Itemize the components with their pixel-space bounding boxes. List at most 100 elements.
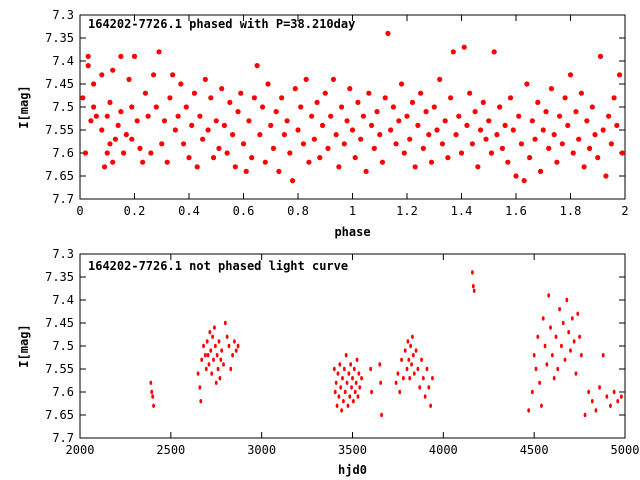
x-tick-label: 0.8 [287, 204, 309, 218]
data-point [550, 353, 554, 358]
y-tick-label: 7.3 [52, 8, 74, 22]
data-point [198, 385, 202, 390]
data-point [578, 334, 581, 339]
data-point [578, 90, 585, 96]
data-point [556, 366, 560, 372]
data-point [358, 385, 362, 390]
data-point [488, 150, 495, 156]
data-point [88, 118, 94, 124]
data-point [333, 132, 339, 138]
data-point [369, 366, 373, 372]
data-point [259, 104, 266, 110]
data-point [309, 113, 315, 119]
data-point [431, 104, 437, 110]
data-point [554, 159, 560, 165]
data-point [234, 348, 238, 353]
data-point [202, 76, 208, 82]
data-point [231, 353, 235, 358]
data-point [471, 270, 474, 275]
data-point [536, 334, 540, 339]
data-point [606, 113, 612, 119]
data-point [251, 95, 257, 101]
data-point [342, 366, 346, 372]
x-tick-label: 0.4 [178, 204, 200, 218]
data-point [453, 132, 459, 138]
data-point [354, 380, 358, 385]
data-point [217, 339, 221, 344]
data-point [209, 348, 213, 353]
data-point [390, 104, 396, 110]
data-point [225, 334, 229, 339]
data-point [339, 385, 343, 390]
data-point [249, 155, 255, 161]
data-point [401, 376, 405, 381]
data-point [543, 109, 549, 115]
data-point [421, 376, 425, 381]
data-point [131, 53, 138, 60]
data-point [614, 122, 620, 128]
data-point [238, 90, 244, 96]
y-tick-label: 7.35 [45, 270, 74, 284]
y-tick-label: 7.6 [52, 146, 74, 160]
data-point [401, 150, 407, 156]
data-point [461, 44, 467, 50]
x-tick-label: 1.4 [451, 204, 473, 218]
data-point [279, 95, 285, 101]
data-point [379, 380, 383, 385]
data-point [598, 385, 601, 390]
data-point [150, 72, 157, 78]
data-point [276, 168, 282, 174]
data-point [584, 118, 590, 124]
data-point [202, 343, 205, 349]
data-point [408, 376, 412, 381]
data-point [186, 155, 192, 161]
data-point [589, 104, 595, 110]
data-point [336, 164, 342, 170]
data-point [223, 320, 227, 326]
data-point [85, 63, 91, 69]
data-point [587, 389, 591, 395]
x-tick-label: 3500 [338, 443, 367, 457]
data-point [85, 53, 91, 60]
data-point [82, 150, 89, 156]
data-point [428, 159, 435, 165]
data-point [355, 99, 361, 105]
data-point [541, 316, 545, 321]
data-point [600, 127, 606, 133]
x-axis-label: hjd0 [338, 463, 367, 477]
data-point [377, 132, 383, 138]
data-point [368, 122, 375, 128]
data-point [612, 389, 616, 395]
data-point [284, 118, 290, 124]
data-point [118, 109, 124, 115]
data-point [409, 343, 413, 349]
x-tick-label: 1.8 [560, 204, 582, 218]
data-point [360, 113, 366, 119]
data-point [183, 104, 189, 110]
data-point [268, 122, 274, 128]
data-point [546, 145, 552, 151]
data-point [540, 403, 543, 408]
data-point [170, 72, 176, 78]
y-tick-label: 7.3 [52, 247, 74, 261]
data-point [298, 104, 304, 110]
data-point [306, 159, 312, 165]
data-point [431, 376, 434, 381]
data-point [394, 380, 398, 385]
data-point [491, 49, 497, 55]
data-point [332, 366, 336, 372]
data-point [619, 394, 623, 399]
data-point [429, 403, 433, 408]
data-point [469, 141, 475, 147]
data-point [161, 118, 168, 124]
data-point [405, 366, 409, 372]
data-point [557, 113, 563, 119]
data-point [262, 159, 268, 165]
data-point [411, 353, 415, 358]
data-point [273, 109, 279, 115]
data-point [370, 389, 373, 395]
data-point [210, 371, 214, 376]
data-point [605, 394, 609, 399]
data-point [439, 141, 446, 147]
